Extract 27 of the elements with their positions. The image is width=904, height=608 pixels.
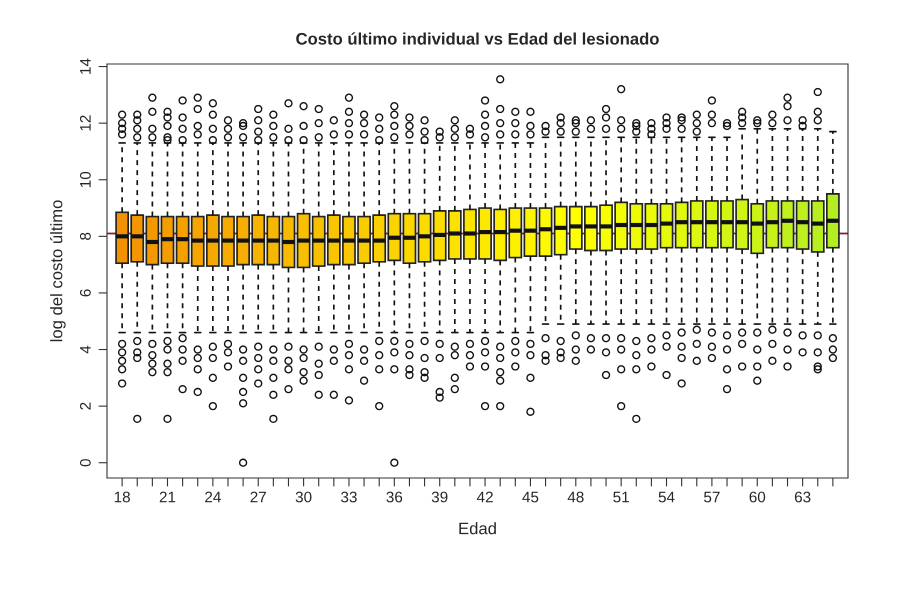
y-tick-label: 8 [80,232,91,240]
y-tick-label: 4 [80,346,91,354]
x-tick-label: 27 [250,492,266,502]
y-tick-label: 6 [80,289,91,296]
x-tick-label: 63 [794,492,810,502]
x-tick-label: 42 [476,492,493,502]
y-axis-title: log del costo último [50,200,66,342]
y-tick-label: 12 [80,115,91,130]
x-tick-label: 57 [704,492,720,502]
x-tick-label: 33 [341,492,357,502]
x-tick-label: 45 [522,492,538,502]
x-tick-label: 39 [432,492,448,502]
x-tick-label: 30 [296,492,312,502]
x-tick-label: 21 [160,492,176,502]
y-tick-label: 0 [80,459,91,466]
y-tick-label: 2 [80,402,91,410]
x-tick-label: 18 [114,492,130,502]
y-tick-label: 10 [80,172,91,188]
y-tick-label: 14 [80,58,91,74]
x-tick-label: 51 [613,492,629,502]
x-tick-label: 54 [658,492,675,502]
x-tick-label: 48 [568,492,584,502]
chart-title: Costo último individual vs Edad del lesionado [296,32,659,45]
x-tick-label: 60 [750,492,766,502]
x-tick-label: 24 [205,492,221,502]
x-axis-title: Edad [459,522,496,534]
x-tick-label: 36 [386,492,402,502]
